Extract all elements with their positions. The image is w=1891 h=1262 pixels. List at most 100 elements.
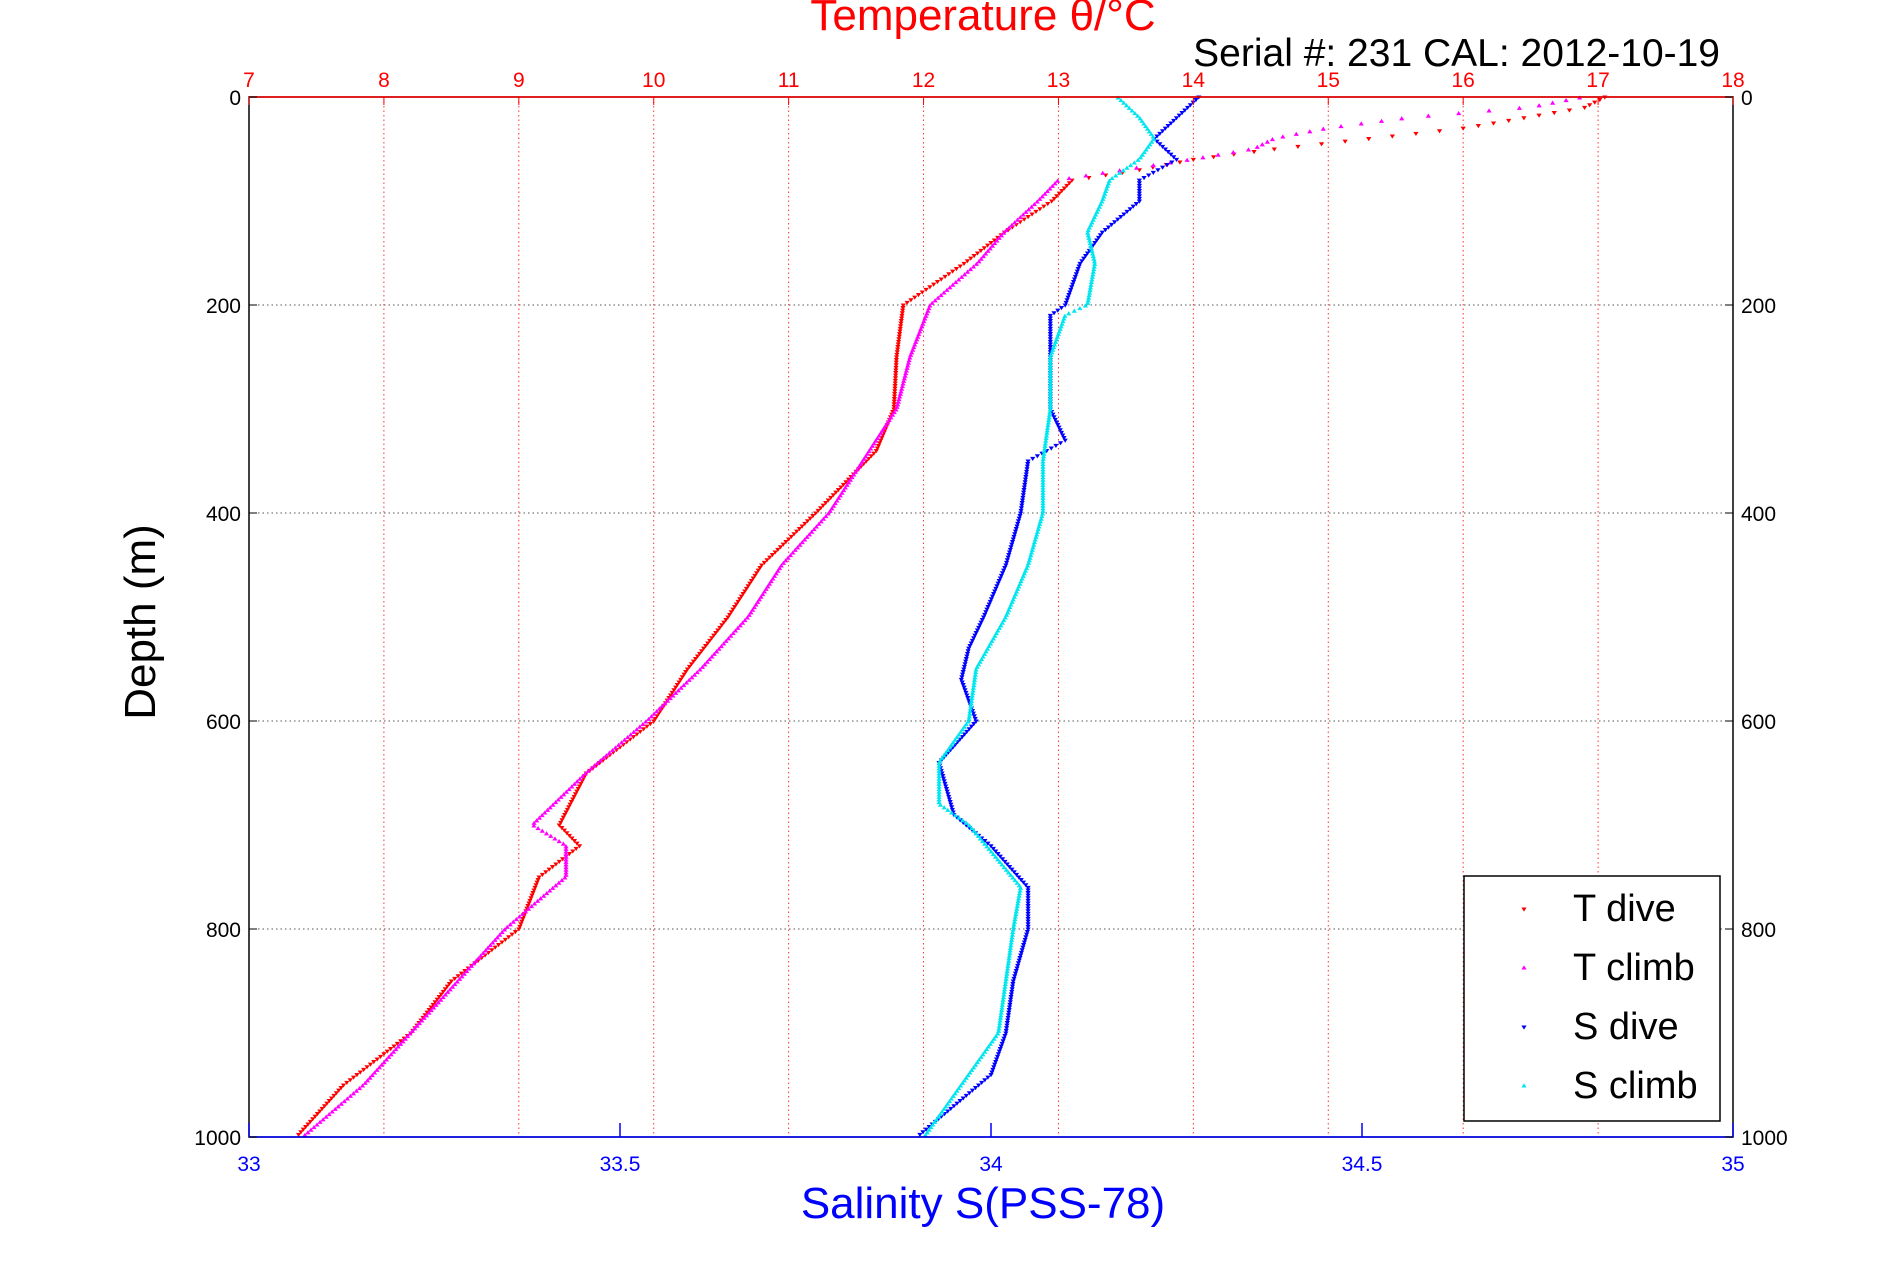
data-point: [723, 638, 729, 643]
data-point: [690, 659, 697, 664]
data-point: [1009, 935, 1015, 940]
data-point: [1012, 877, 1018, 883]
data-point: [702, 662, 708, 667]
data-point: [1154, 134, 1160, 139]
legend-box: [1463, 875, 1721, 1122]
data-point: [1295, 144, 1301, 149]
data-point: [999, 1005, 1005, 1010]
data-point: [1055, 308, 1061, 313]
data-point: [1040, 461, 1046, 467]
data-point: [862, 454, 869, 459]
data-point: [1200, 155, 1206, 160]
data-point: [1024, 467, 1030, 472]
data-point: [839, 490, 845, 495]
data-point: [1536, 113, 1542, 118]
data-point: [1085, 233, 1091, 238]
salinity-tick-label: 34.5: [1342, 1153, 1383, 1176]
depth-tick-label-left: 400: [206, 503, 241, 526]
data-point: [815, 508, 821, 513]
data-point: [446, 982, 452, 987]
data-point: [1044, 428, 1050, 433]
data-point: [1058, 306, 1065, 311]
data-point: [962, 272, 968, 277]
data-point: [1023, 209, 1029, 214]
data-point: [864, 451, 870, 456]
data-point: [1251, 150, 1257, 155]
data-point: [895, 402, 901, 407]
data-point: [1413, 131, 1419, 136]
data-point: [992, 240, 998, 246]
data-point: [997, 859, 1003, 864]
data-point: [1021, 488, 1027, 493]
data-point: [397, 1041, 404, 1046]
data-point: [1100, 170, 1106, 175]
data-point: [813, 524, 820, 529]
data-point: [984, 844, 990, 849]
data-point: [631, 729, 637, 734]
data-point: [903, 370, 909, 376]
data-point: [1025, 891, 1031, 896]
data-point: [452, 981, 458, 987]
data-point: [1001, 1036, 1007, 1041]
data-point: [1063, 300, 1069, 305]
data-point: [1047, 316, 1053, 321]
data-point: [998, 233, 1005, 238]
data-point: [319, 1106, 325, 1111]
data-point: [943, 750, 949, 755]
data-point: [1086, 295, 1092, 300]
data-point: [501, 927, 508, 932]
data-point: [652, 716, 659, 721]
data-point: [892, 384, 898, 389]
data-point: [936, 763, 942, 768]
data-point: [1076, 264, 1082, 269]
data-point: [1025, 462, 1031, 467]
data-point: [971, 677, 978, 682]
data-point: [893, 368, 899, 373]
data-point: [302, 1132, 308, 1137]
data-point: [1088, 243, 1094, 248]
data-point: [960, 1096, 966, 1101]
data-point: [1006, 1008, 1012, 1013]
data-point: [982, 839, 988, 844]
data-point: [1106, 178, 1112, 183]
data-point: [896, 337, 902, 342]
data-point: [995, 1052, 1002, 1057]
data-point: [576, 784, 583, 789]
data-point: [513, 916, 519, 922]
data-point: [1004, 968, 1010, 974]
data-point: [1004, 862, 1010, 867]
data-point: [414, 1023, 420, 1028]
data-point: [1190, 157, 1196, 162]
data-point: [395, 1044, 401, 1049]
data-point: [539, 812, 545, 818]
data-point: [544, 890, 550, 896]
data-point: [534, 898, 541, 903]
data-point: [1177, 160, 1183, 165]
data-point: [716, 646, 722, 651]
data-point: [1040, 506, 1046, 511]
data-point: [961, 1078, 967, 1083]
data-point: [896, 332, 903, 337]
data-point: [775, 568, 781, 573]
data-point: [972, 1062, 979, 1067]
data-point: [1012, 532, 1018, 537]
data-point: [430, 1002, 436, 1007]
data-point: [563, 870, 569, 875]
data-point: [703, 644, 709, 649]
data-point: [968, 724, 975, 729]
data-point: [1047, 357, 1053, 363]
data-point: [574, 841, 580, 846]
data-point: [1040, 456, 1046, 461]
data-point: [1092, 261, 1098, 266]
data-point: [721, 641, 727, 646]
data-point: [905, 363, 911, 368]
data-point: [1148, 131, 1154, 136]
data-point: [1066, 311, 1072, 316]
data-point: [563, 864, 569, 870]
data-point: [1040, 472, 1046, 477]
data-point: [1012, 220, 1018, 225]
data-point: [1135, 157, 1141, 162]
data-point: [656, 706, 663, 711]
data-point: [767, 555, 773, 560]
data-point: [892, 386, 898, 391]
